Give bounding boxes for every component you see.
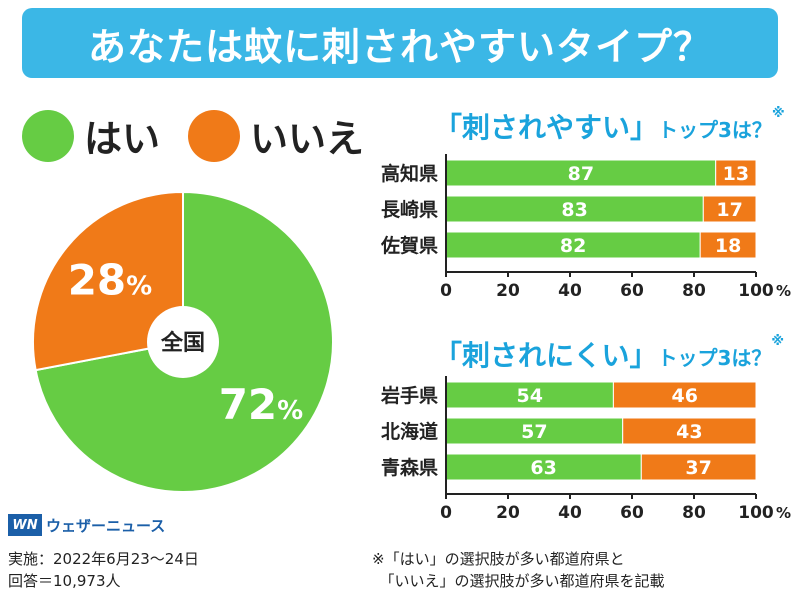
pie-label-yes: 72% [219, 380, 304, 429]
resistant-bar-yes [445, 381, 614, 409]
resistant-x-tick-label: 60 [620, 503, 644, 523]
legend-swatch-no [188, 109, 241, 162]
pie-center-circle [147, 306, 219, 378]
legend-item-yes: はい [22, 108, 160, 163]
prone-x-tick-label: 100 [738, 281, 774, 301]
pie-center-label: 全国 [160, 330, 205, 356]
resistant-bar-value-label: 37 [685, 457, 711, 479]
resistant-bar-yes [445, 453, 642, 481]
prone-bar-value-label: 87 [568, 163, 594, 185]
resistant-x-tick-label: 0 [440, 503, 452, 523]
footnote-line-2: 「いいえ」の選択肢が多い都道府県を記載 [372, 572, 665, 590]
resistant-x-unit: % [776, 504, 791, 522]
prone-bar-no [715, 159, 757, 187]
footnote: ※「はい」の選択肢が多い都道府県と 「いいえ」の選択肢が多い都道府県を記載 [372, 548, 665, 592]
prone-category-label: 長崎県 [381, 198, 438, 221]
prone-bar-value-label: 13 [723, 163, 749, 185]
resistant-x-tick-label: 20 [496, 503, 520, 523]
resistant-x-tick-label: 100 [738, 503, 774, 523]
top3-resistant-title-main: 「刺されにくい」 [434, 339, 658, 372]
weathernews-logo-mark: WN [8, 514, 42, 536]
survey-info: 実施：2022年6月23〜24日 回答＝10,973人 [8, 548, 199, 592]
prone-x-tick-label: 20 [496, 281, 520, 301]
weathernews-logo-text: ウェザーニュース [46, 516, 166, 535]
prone-bar-value-label: 18 [715, 235, 741, 257]
prone-x-tick-label: 0 [440, 281, 452, 301]
prone-bar-no [699, 231, 757, 259]
pie-slice-no [32, 190, 184, 372]
survey-date: 実施：2022年6月23〜24日 [8, 550, 199, 568]
prone-bar-no [702, 195, 757, 223]
legend-label-no: いいえ [250, 117, 365, 161]
resistant-bar-no [622, 417, 757, 445]
resistant-bar-value-label: 54 [516, 385, 542, 407]
legend-item-no: いいえ [188, 108, 364, 163]
footnote-line-1: ※「はい」の選択肢が多い都道府県と [372, 550, 625, 568]
legend-swatch-yes [22, 109, 74, 162]
legend-label-yes: はい [84, 117, 161, 161]
resistant-bar-no [640, 453, 757, 481]
prone-category-label: 高知県 [381, 162, 438, 185]
top3-resistant-title-sub: トップ3は？ [657, 346, 772, 370]
resistant-bar-value-label: 57 [521, 421, 547, 443]
prone-bar-yes [445, 159, 717, 187]
top3-resistant-title-note: ※ [771, 334, 785, 349]
prone-category-label: 佐賀県 [380, 234, 438, 257]
prone-bar-yes [445, 195, 704, 223]
resistant-bar-value-label: 46 [671, 385, 697, 407]
top3-prone-title-sub: トップ3は？ [658, 118, 772, 142]
prone-x-unit: % [776, 282, 791, 300]
resistant-x-tick-label: 80 [682, 503, 706, 523]
resistant-bar-value-label: 63 [530, 457, 556, 479]
top3-prone-title: 「刺されやすい」トップ3は？※ [434, 106, 785, 146]
resistant-category-label: 岩手県 [380, 384, 438, 407]
prone-bar-value-label: 82 [560, 235, 586, 257]
prone-x-tick-label: 80 [682, 281, 706, 301]
top3-resistant-title: 「刺されにくい」トップ3は？※ [434, 334, 784, 374]
page-title: あなたは蚊に刺されやすいタイプ？ [87, 24, 712, 69]
resistant-bar-value-label: 43 [676, 421, 702, 443]
survey-respondents: 回答＝10,973人 [8, 572, 121, 590]
resistant-category-label: 青森県 [381, 456, 438, 479]
resistant-category-label: 北海道 [381, 420, 438, 443]
prone-bar-value-label: 17 [716, 199, 742, 221]
prone-x-tick-label: 60 [620, 281, 644, 301]
legend: はい いいえ [22, 108, 392, 163]
top3-prone-title-note: ※ [771, 106, 785, 121]
pie-label-no: 28% [68, 255, 153, 304]
resistant-bar-no [612, 381, 757, 409]
top3-prone-title-main: 「刺されやすい」 [434, 111, 659, 144]
resistant-x-tick-label: 40 [558, 503, 582, 523]
national-pie-chart: 72% 28% 全国 [32, 190, 334, 493]
resistant-bar-yes [445, 417, 624, 445]
prone-bar-value-label: 83 [561, 199, 587, 221]
prone-x-tick-label: 40 [558, 281, 582, 301]
title-banner: あなたは蚊に刺されやすいタイプ？ [22, 8, 778, 78]
prone-bar-yes [445, 231, 701, 259]
weathernews-logo: WN ウェザーニュース [8, 514, 165, 536]
